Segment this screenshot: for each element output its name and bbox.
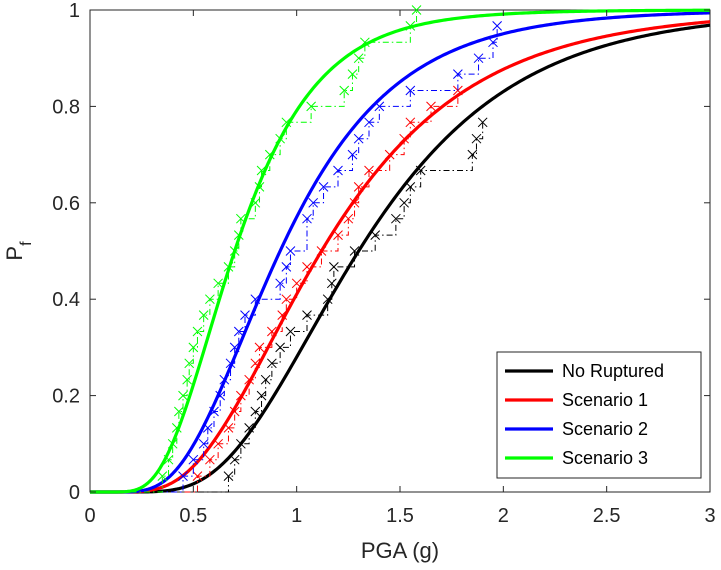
fitted-curve <box>90 20 711 494</box>
data-point-marker <box>473 53 484 64</box>
data-point-marker <box>213 278 223 289</box>
x-tick-label: 2.5 <box>593 505 621 527</box>
data-point-marker <box>302 310 312 320</box>
data-point-marker <box>488 37 498 48</box>
data-point-marker <box>223 471 234 481</box>
data-point-marker <box>188 454 199 465</box>
x-axis-title: PGA (g) <box>361 538 439 563</box>
x-tick-label: 0 <box>84 505 95 527</box>
series-layer <box>90 5 711 494</box>
y-tick-label: 0.6 <box>52 193 80 215</box>
data-point-marker <box>233 326 244 337</box>
series-scenario-1 <box>90 20 711 494</box>
y-tick-label: 0 <box>69 482 80 504</box>
data-point-marker <box>198 438 209 449</box>
legend-label: No Ruptured <box>562 361 664 381</box>
data-point-marker <box>275 278 285 289</box>
legend-label: Scenario 2 <box>562 419 648 439</box>
x-tick-label: 2 <box>498 505 509 527</box>
data-point-marker <box>477 117 488 128</box>
data-point-marker <box>285 246 296 256</box>
series-scenario-2 <box>90 11 711 494</box>
y-axis-title-subscript: f <box>18 241 35 246</box>
data-point-marker <box>467 149 478 160</box>
data-point-marker <box>405 85 416 96</box>
data-point-marker <box>275 342 285 353</box>
legend: No Ruptured Scenario 1 Scenario 2 Scenario … <box>496 351 702 479</box>
data-point-marker <box>353 133 364 144</box>
data-point-marker <box>281 294 292 305</box>
data-point-marker <box>267 358 277 369</box>
data-point-marker <box>492 21 502 31</box>
fitted-curve <box>90 23 711 494</box>
data-point-marker <box>347 149 358 160</box>
x-tick-label: 0.5 <box>179 505 207 527</box>
data-point-marker <box>426 101 436 112</box>
data-point-marker <box>333 165 343 176</box>
data-point-marker <box>188 342 199 353</box>
data-point-marker <box>260 374 271 385</box>
y-tick-label: 0.8 <box>52 96 80 118</box>
data-point-marker <box>306 101 316 112</box>
data-point-marker <box>254 342 265 353</box>
data-point-marker <box>281 262 292 272</box>
data-point-marker <box>326 278 337 289</box>
data-point-marker <box>399 197 409 208</box>
y-tick-label: 1 <box>69 0 80 22</box>
data-point-marker <box>364 165 374 176</box>
data-point-marker <box>364 117 374 128</box>
empirical-step-line <box>90 90 459 493</box>
data-point-marker <box>308 197 319 208</box>
data-point-marker <box>182 374 192 385</box>
data-point-marker <box>318 182 329 192</box>
x-tick-label: 3 <box>704 505 715 527</box>
x-tick-label: 1 <box>291 505 302 527</box>
y-axis-title: Pf <box>2 241 35 261</box>
data-point-marker <box>192 471 203 481</box>
data-point-marker <box>302 213 312 224</box>
tick-layer: 0 0.5 1 1.5 2 2.5 3 0 0.2 0.4 0.6 0.8 1 <box>52 0 715 527</box>
x-tick-label: 1.5 <box>386 505 414 527</box>
data-point-marker <box>391 213 401 224</box>
data-point-marker <box>353 53 364 64</box>
series-no-ruptured <box>90 23 711 494</box>
data-point-marker <box>205 454 215 465</box>
data-point-marker <box>240 310 250 320</box>
data-point-marker <box>285 326 296 337</box>
data-point-marker <box>471 133 482 144</box>
data-point-marker <box>178 390 188 401</box>
data-point-marker <box>339 85 350 96</box>
data-point-marker <box>329 262 339 272</box>
legend-label: Scenario 1 <box>562 390 648 410</box>
data-point-marker <box>347 69 358 79</box>
data-point-marker <box>178 471 188 481</box>
fitted-curve <box>90 11 711 494</box>
legend-label: Scenario 3 <box>562 448 648 468</box>
data-point-marker <box>453 69 463 79</box>
y-tick-label: 0.4 <box>52 289 80 311</box>
y-tick-label: 0.2 <box>52 386 80 408</box>
data-point-marker <box>256 390 267 401</box>
y-axis-title-main: P <box>2 246 27 261</box>
data-point-marker <box>198 310 209 320</box>
data-point-marker <box>405 117 416 128</box>
data-point-marker <box>411 5 422 15</box>
data-point-marker <box>184 358 195 369</box>
data-point-marker <box>250 406 261 417</box>
data-point-marker <box>157 471 168 481</box>
data-point-marker <box>205 294 215 305</box>
data-point-marker <box>192 326 203 337</box>
